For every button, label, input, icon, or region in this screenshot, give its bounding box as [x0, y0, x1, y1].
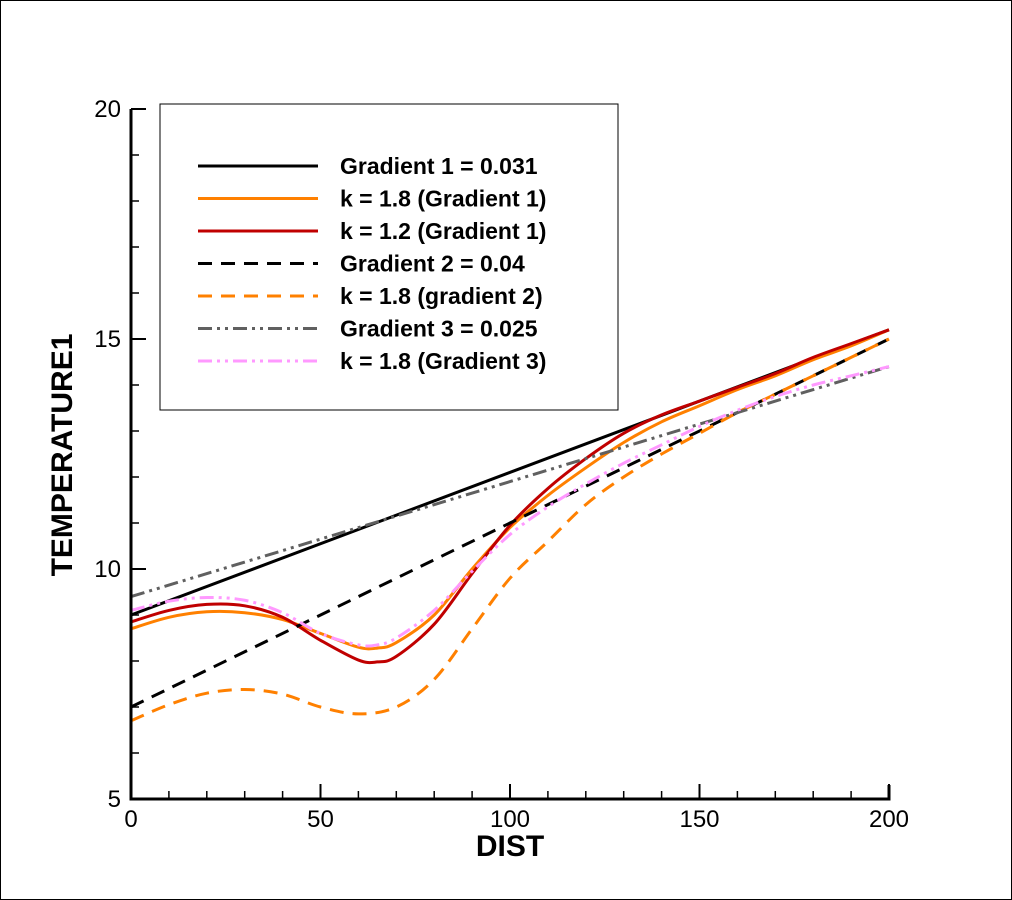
- legend: Gradient 1 = 0.031 k = 1.8 (Gradient 1) k …: [160, 104, 618, 410]
- x-tick-label: 100: [490, 806, 530, 833]
- legend-label-4: Gradient 2 = 0.04: [340, 251, 525, 277]
- legend-label-6: Gradient 3 = 0.025: [340, 316, 538, 342]
- legend-label-1: Gradient 1 = 0.031: [340, 153, 538, 179]
- x-tick-label: 50: [307, 806, 334, 833]
- y-tick-label: 5: [108, 786, 121, 813]
- legend-label-2: k = 1.8 (Gradient 1): [340, 186, 546, 212]
- legend-label-7: k = 1.8 (Gradient 3): [340, 348, 546, 374]
- y-axis-title: TEMPERATURE1: [46, 334, 79, 577]
- y-tick-label: 15: [94, 326, 121, 353]
- legend-label-3: k = 1.2 (Gradient 1): [340, 218, 546, 244]
- y-tick-label: 10: [94, 556, 121, 583]
- x-axis-title: DIST: [476, 830, 544, 863]
- x-tick-label: 0: [124, 806, 137, 833]
- x-tick-label: 200: [869, 806, 909, 833]
- y-tick-label: 20: [94, 96, 121, 123]
- legend-label-5: k = 1.8 (gradient 2): [340, 283, 543, 309]
- x-tick-label: 150: [679, 806, 719, 833]
